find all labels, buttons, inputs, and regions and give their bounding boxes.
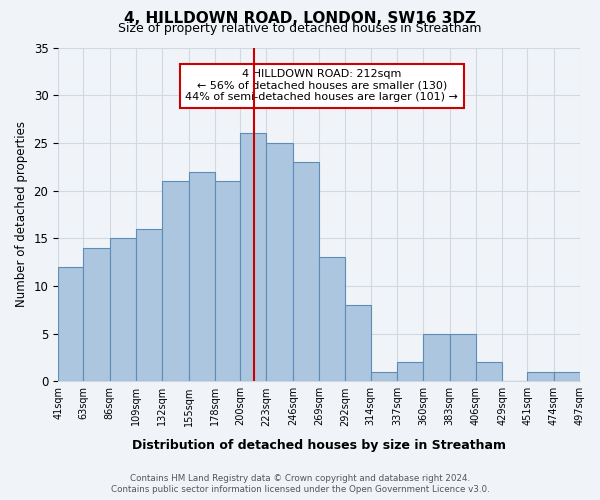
Bar (423, 334, 449, 382)
Bar (371, 372, 397, 382)
Bar (449, 334, 476, 382)
Bar (527, 372, 554, 382)
Bar (476, 362, 502, 382)
Bar (162, 181, 188, 382)
Bar (83, 248, 110, 382)
Bar (397, 362, 423, 382)
Bar (110, 238, 136, 382)
Text: 4, HILLDOWN ROAD, LONDON, SW16 3DZ: 4, HILLDOWN ROAD, LONDON, SW16 3DZ (124, 11, 476, 26)
Bar (188, 172, 215, 382)
Text: Contains HM Land Registry data © Crown copyright and database right 2024.
Contai: Contains HM Land Registry data © Crown c… (110, 474, 490, 494)
Bar (266, 143, 293, 382)
Bar (136, 228, 162, 382)
Bar (346, 305, 371, 382)
Text: 4 HILLDOWN ROAD: 212sqm
← 56% of detached houses are smaller (130)
44% of semi-d: 4 HILLDOWN ROAD: 212sqm ← 56% of detache… (185, 69, 458, 102)
Bar (215, 181, 240, 382)
Bar (554, 372, 580, 382)
Y-axis label: Number of detached properties: Number of detached properties (15, 122, 28, 308)
Bar (293, 162, 319, 382)
Text: Size of property relative to detached houses in Streatham: Size of property relative to detached ho… (118, 22, 482, 35)
Bar (240, 134, 266, 382)
Bar (319, 258, 346, 382)
Bar (58, 267, 83, 382)
X-axis label: Distribution of detached houses by size in Streatham: Distribution of detached houses by size … (132, 440, 506, 452)
